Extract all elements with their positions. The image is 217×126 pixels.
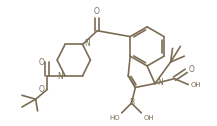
Text: B: B bbox=[129, 98, 134, 107]
Text: HO: HO bbox=[109, 115, 120, 121]
Text: O: O bbox=[39, 58, 44, 67]
Text: N: N bbox=[85, 39, 90, 48]
Text: O: O bbox=[93, 7, 99, 16]
Text: N: N bbox=[157, 78, 163, 87]
Text: O: O bbox=[39, 85, 44, 94]
Text: OH: OH bbox=[143, 115, 154, 121]
Text: O: O bbox=[188, 65, 194, 74]
Text: N: N bbox=[57, 72, 63, 81]
Text: OH: OH bbox=[190, 82, 201, 88]
